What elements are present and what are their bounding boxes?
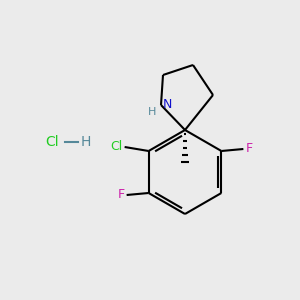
Text: H: H (81, 135, 91, 149)
Text: N: N (163, 98, 172, 110)
Text: H: H (148, 107, 156, 117)
Text: Cl: Cl (45, 135, 59, 149)
Text: Cl: Cl (110, 140, 123, 154)
Text: F: F (245, 142, 253, 155)
Text: F: F (118, 188, 124, 202)
